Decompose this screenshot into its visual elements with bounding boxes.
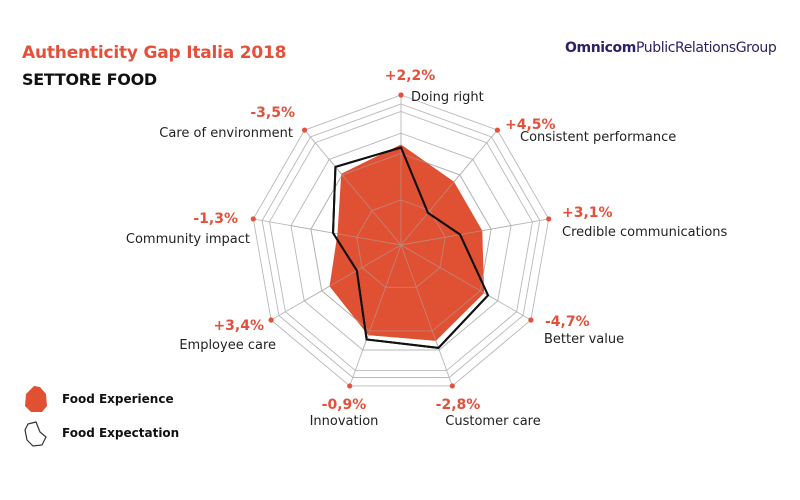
axis-vertex-dot-8 <box>301 127 308 133</box>
brand-logo: OmnicomPublicRelationsGroup <box>565 40 777 56</box>
grid-ring-4 <box>261 103 541 378</box>
gap-label-6: +3,4% <box>213 318 264 334</box>
category-label-7: Community impact <box>126 232 250 247</box>
gap-label-5: -0,9% <box>322 397 367 413</box>
category-label-6: Employee care <box>179 338 276 353</box>
gap-label-2: +3,1% <box>562 205 613 221</box>
grid-overlay-spoke-7 <box>290 225 402 246</box>
category-label-3: Better value <box>544 332 624 347</box>
axis-vertex-dot-0 <box>398 92 404 98</box>
legend-item-experience: Food Experience <box>22 384 174 414</box>
grid-overlay <box>290 132 512 351</box>
axis-vertex-dot-6 <box>268 317 274 323</box>
series-experience-area <box>329 144 485 341</box>
category-label-0: Doing right <box>411 90 484 105</box>
category-label-1: Consistent performance <box>520 130 676 145</box>
chart-subtitle: SETTORE FOOD <box>22 70 157 89</box>
brand-bold: Omnicom <box>565 40 636 56</box>
grid-overlay-spoke-5 <box>362 244 402 351</box>
grid-overlay-ring-1 <box>310 153 492 332</box>
grid-overlay-spoke-1 <box>400 158 474 246</box>
grid-overlay-spoke-3 <box>400 244 499 302</box>
legend-item-expectation: Food Expectation <box>22 418 179 448</box>
grid-overlay-spoke-8 <box>328 158 402 246</box>
grid-overlay-ring-0 <box>356 199 446 288</box>
gap-label-4: -2,8% <box>436 397 481 413</box>
chart-title: Authenticity Gap Italia 2018 <box>22 43 287 63</box>
legend-experience-swatch-icon <box>25 386 47 412</box>
axis-vertex-dot-7 <box>250 216 256 222</box>
gap-label-8: -3,5% <box>250 105 295 121</box>
legend-expectation-outline-icon <box>24 421 47 447</box>
legend-label-experience: Food Experience <box>62 392 174 406</box>
grid-ring-2 <box>290 132 512 351</box>
gap-label-1: +4,5% <box>505 117 556 133</box>
axis-vertex-dot-4 <box>449 383 455 389</box>
legend-label-expectation: Food Expectation <box>62 426 180 440</box>
grid-overlay-spoke-2 <box>400 225 512 246</box>
grid-overlay-spoke-6 <box>303 244 402 302</box>
radar-series <box>290 132 512 351</box>
grid-ring-3 <box>269 111 533 371</box>
axis-vertex-dot-2 <box>546 216 552 222</box>
grid-overlay-spoke-4 <box>400 244 440 351</box>
brand-regular: PublicRelationsGroup <box>635 40 777 56</box>
category-label-4: Customer care <box>445 414 540 429</box>
category-label-2: Credible communications <box>562 225 728 240</box>
grid-ring-5 <box>252 94 550 387</box>
gap-label-0: +2,2% <box>385 68 436 84</box>
axis-labels: +2,2% Doing right +4,5%Consistent performa… <box>126 68 728 429</box>
gap-label-7: -1,3% <box>193 211 238 227</box>
series-expectation-line-top <box>332 146 490 349</box>
axis-vertex-dot-5 <box>347 383 353 389</box>
axis-vertex-dot-3 <box>528 317 534 323</box>
axis-vertex-dot-1 <box>494 127 501 133</box>
category-label-8: Care of environment <box>159 126 293 141</box>
category-label-5: Innovation <box>310 414 379 429</box>
gap-label-3: -4,7% <box>545 314 590 330</box>
